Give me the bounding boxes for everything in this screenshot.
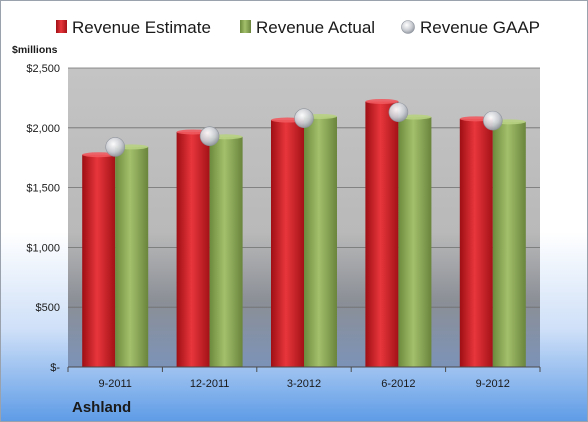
x-tick-label: 6-2012	[381, 378, 415, 390]
legend-label-revenue-estimate: Revenue Estimate	[72, 18, 211, 37]
bar-revenue-estimate	[176, 131, 210, 367]
gaap-markers	[105, 102, 503, 157]
legend-marker-revenue-gaap	[401, 20, 415, 34]
legend-swatch-revenue-actual	[240, 20, 251, 33]
bar-revenue-actual	[209, 136, 243, 367]
bar-revenue-estimate	[271, 120, 304, 367]
marker-revenue-gaap	[294, 108, 314, 129]
bar-revenue-estimate	[365, 101, 399, 367]
bars	[82, 98, 526, 367]
y-axis-unit-label: $millions	[12, 44, 58, 56]
legend-swatch-revenue-estimate	[56, 20, 67, 33]
y-tick-label: $500	[36, 302, 60, 314]
x-tick-label: 9-2011	[98, 378, 131, 390]
bar-revenue-estimate	[82, 154, 116, 367]
x-axis-ticks: 9-2011 12-2011 3-2012 6-2012 9-2012	[67, 367, 541, 390]
y-tick-label: $-	[50, 362, 60, 374]
marker-revenue-gaap	[199, 126, 220, 146]
legend: Revenue Estimate Revenue Actual Revenue …	[56, 18, 540, 37]
y-tick-label: $1,000	[26, 242, 60, 254]
y-tick-label: $2,000	[26, 123, 60, 135]
x-tick-label: 9-2012	[476, 378, 510, 390]
bar-revenue-actual	[115, 146, 149, 367]
bar-revenue-actual	[304, 116, 337, 367]
bar-revenue-estimate	[459, 118, 493, 367]
legend-label-revenue-gaap: Revenue GAAP	[420, 18, 540, 37]
y-tick-label: $2,500	[26, 63, 60, 75]
bar-revenue-estimate-cap	[82, 152, 116, 158]
legend-label-revenue-actual: Revenue Actual	[256, 18, 375, 37]
marker-revenue-gaap	[482, 110, 503, 131]
marker-revenue-gaap	[388, 102, 409, 123]
company-label: Ashland	[72, 399, 131, 416]
bar-revenue-actual	[492, 121, 526, 367]
bar-revenue-estimate-cap	[365, 98, 399, 104]
y-axis-ticks: $- $500 $1,000 $1,500 $2,000 $2,500	[26, 63, 60, 374]
y-tick-label: $1,500	[26, 183, 60, 195]
x-tick-label: 3-2012	[287, 378, 321, 390]
marker-revenue-gaap	[105, 137, 125, 157]
x-tick-label: 12-2011	[190, 378, 230, 390]
bar-revenue-actual	[398, 117, 432, 367]
